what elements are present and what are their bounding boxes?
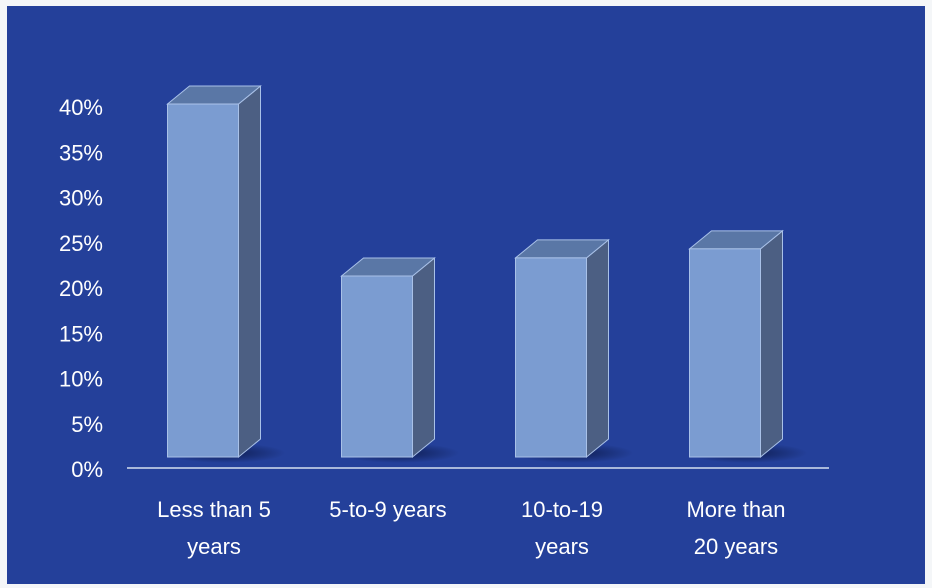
bar-side [760, 229, 783, 459]
bar-side [412, 256, 435, 459]
y-tick-label: 35% [59, 140, 103, 165]
y-axis-ticks: 0% 5% 10% 15% 20% 25% 30% 35% 40% [59, 95, 103, 482]
bar [341, 275, 413, 458]
chart-frame: 0% 5% 10% 15% 20% 25% 30% 35% 40% Less than 5 yea… [7, 6, 925, 584]
x-tick-label-line: More than [686, 497, 785, 522]
bar [515, 257, 587, 458]
bar-side [238, 84, 261, 459]
x-tick-label: More than 20 years [686, 497, 785, 559]
y-tick-label: 30% [59, 186, 103, 211]
y-tick-label: 20% [59, 276, 103, 301]
y-tick-label: 15% [59, 321, 103, 346]
x-tick-label-line: years [187, 534, 241, 559]
bar-chart: 0% 5% 10% 15% 20% 25% 30% 35% 40% Less than 5 yea… [59, 84, 829, 559]
x-tick-label-line: 20 years [694, 534, 778, 559]
x-tick-label: 10-to-19 years [521, 497, 603, 559]
bar [167, 103, 239, 458]
y-tick-label: 5% [71, 412, 103, 437]
x-tick-label-line: years [535, 534, 589, 559]
x-tick-label-line: Less than 5 [157, 497, 271, 522]
x-tick-label: 5-to-9 years [329, 497, 446, 522]
bar-side [586, 238, 609, 459]
y-tick-label: 0% [71, 457, 103, 482]
x-axis-labels: Less than 5 years 5-to-9 years 10-to-19 year… [157, 497, 785, 559]
bar [689, 248, 761, 458]
x-tick-label: Less than 5 years [157, 497, 271, 559]
y-tick-label: 10% [59, 367, 103, 392]
x-tick-label-line: 5-to-9 years [329, 497, 446, 522]
y-tick-label: 25% [59, 231, 103, 256]
y-tick-label: 40% [59, 95, 103, 120]
x-tick-label-line: 10-to-19 [521, 497, 603, 522]
bars [164, 84, 808, 463]
